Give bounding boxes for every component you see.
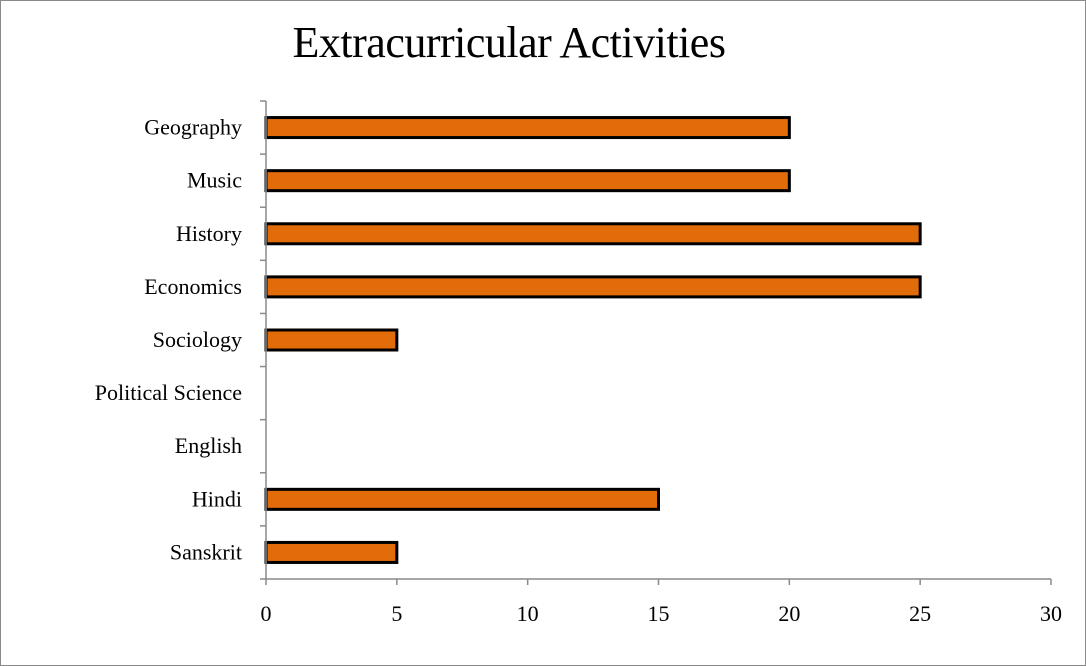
chart-title: Extracurricular Activities (292, 18, 726, 67)
x-tick-label-20: 20 (778, 601, 800, 626)
x-tick-label-25: 25 (909, 601, 931, 626)
bar-geography (264, 116, 791, 140)
axis-layer (260, 100, 1052, 585)
category-label-geography: Geography (144, 115, 242, 140)
category-label-sociology: Sociology (153, 327, 242, 352)
category-label-political-science: Political Science (95, 380, 242, 405)
category-label-history: History (176, 221, 242, 246)
x-tick-label-30: 30 (1040, 601, 1062, 626)
category-label-music: Music (187, 168, 242, 193)
x-tick-label-15: 15 (648, 601, 670, 626)
bar-history (264, 222, 922, 246)
bar-sociology (264, 328, 399, 352)
x-tick-label-0: 0 (261, 601, 272, 626)
bars-layer (264, 116, 922, 564)
bar-sanskrit (264, 540, 399, 564)
category-label-economics: Economics (144, 274, 242, 299)
bar-hindi (264, 487, 660, 511)
bar-economics (264, 275, 922, 299)
labels-layer: Geography Music History Economics Sociology P… (95, 115, 1062, 626)
category-label-english: English (175, 433, 242, 458)
x-tick-label-10: 10 (517, 601, 539, 626)
bar-music (264, 169, 791, 193)
category-label-sanskrit: Sanskrit (170, 539, 242, 564)
category-label-hindi: Hindi (192, 486, 242, 511)
x-tick-label-5: 5 (391, 601, 402, 626)
